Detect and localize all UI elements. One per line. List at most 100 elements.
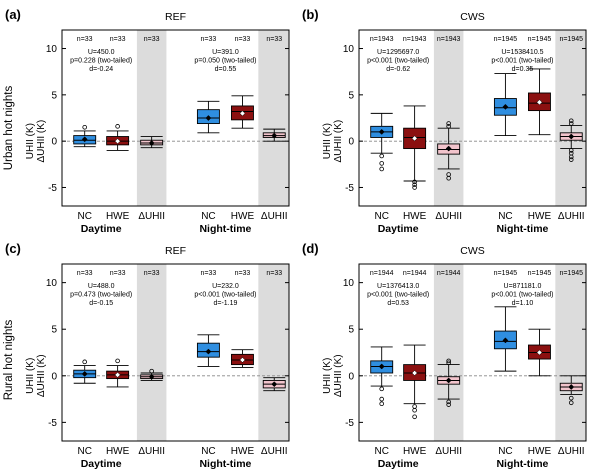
- y-axis-label-line: ΔUHII (K): [36, 354, 47, 397]
- outlier-point: [412, 179, 417, 185]
- mean-marker: [81, 370, 88, 377]
- category-label: HWE: [231, 211, 255, 222]
- box-4: [493, 306, 517, 372]
- y-axis-label-line: ΔUHII (K): [333, 354, 344, 397]
- axes-frame: [61, 263, 290, 442]
- panel-title: REF: [165, 11, 186, 23]
- box-1: [73, 124, 97, 148]
- outlier-point: [568, 121, 574, 126]
- panel-label: (b): [302, 7, 319, 22]
- y-tick-label: 10: [46, 278, 58, 289]
- category-label: NC: [77, 211, 91, 222]
- mean-marker: [239, 356, 246, 363]
- panel-label: (a): [5, 7, 21, 22]
- y-tick-label: 0: [51, 137, 57, 148]
- outlier-point: [82, 359, 87, 365]
- outlier-point: [568, 157, 574, 162]
- box-3: [437, 121, 461, 181]
- category-label: ΔUHII: [261, 446, 288, 457]
- n-label: n=33: [144, 36, 160, 43]
- row-label-urban: Urban hot nights: [3, 86, 15, 171]
- stat-text: U=1538410.5: [501, 49, 543, 56]
- y-axis-label-line: ΔUHII (K): [36, 120, 47, 163]
- stat-text: p<0.001 (two-tailed): [194, 292, 256, 299]
- y-tick-label: 10: [46, 44, 58, 55]
- outlier-point: [149, 368, 154, 374]
- box-1: [370, 346, 394, 407]
- mean-marker: [378, 128, 385, 135]
- mean-marker: [411, 135, 418, 142]
- row-label-urban-text: Urban hot nights: [3, 86, 15, 171]
- mean-marker: [114, 371, 121, 378]
- n-label: n=1943: [437, 36, 461, 43]
- n-label: n=33: [201, 270, 217, 277]
- n-label: n=1944: [370, 270, 394, 277]
- shade-column: [433, 264, 464, 441]
- shade-column: [136, 30, 167, 206]
- outlier-point: [568, 395, 574, 401]
- shade-column: [258, 264, 289, 441]
- outlier-point: [568, 118, 574, 124]
- axes-frame: [358, 263, 587, 442]
- shade-column: [555, 30, 586, 206]
- outlier-point: [115, 358, 120, 364]
- mean-marker: [536, 99, 543, 106]
- box-2: [106, 124, 130, 151]
- mean-marker: [568, 384, 575, 390]
- stat-text: U=450.0: [88, 49, 115, 56]
- category-label: NC: [498, 211, 512, 222]
- y-tick-label: 5: [348, 325, 354, 336]
- panel-title: CWS: [460, 11, 485, 23]
- outlier-point: [412, 407, 417, 413]
- outlier-point: [379, 396, 385, 402]
- mean-marker: [568, 133, 575, 140]
- category-label: ΔUHII: [558, 446, 585, 457]
- stat-text: U=391.0: [212, 49, 239, 56]
- outlier-point: [568, 154, 574, 160]
- panel-d: -5 0 5 10 UHII (K) ΔUHII (K) (d) CWS n=1944 n=194…: [302, 241, 587, 470]
- mean-marker: [502, 103, 509, 110]
- box-6: [559, 375, 583, 406]
- category-label: NC: [498, 446, 512, 457]
- category-label: NC: [201, 211, 215, 222]
- category-label: NC: [77, 446, 91, 457]
- n-label: n=33: [235, 36, 251, 43]
- box-6: [262, 377, 286, 392]
- category-label: HWE: [403, 446, 427, 457]
- axes-frame: [358, 29, 587, 207]
- y-tick-label: 0: [51, 371, 57, 382]
- row-label-rural: Rural hot nights: [3, 319, 15, 400]
- mean-marker: [239, 110, 246, 117]
- stat-text: p=0.228 (two-tailed): [70, 58, 132, 65]
- mean-marker: [205, 348, 212, 355]
- box-2: [403, 105, 427, 190]
- panel-b: -5 0 5 10 UHII (K) ΔUHII (K) (b) CWS n=1943 n=194…: [302, 7, 587, 235]
- stat-text: d=-0.24: [89, 66, 113, 73]
- outlier-point: [446, 175, 451, 181]
- category-label: HWE: [106, 211, 130, 222]
- box-1: [370, 112, 394, 172]
- group-label: Daytime: [81, 458, 122, 470]
- box-5: [528, 68, 551, 136]
- group-label: Night-time: [496, 223, 548, 235]
- y-axis-label-line: UHII (K): [322, 358, 333, 394]
- mean-marker: [205, 115, 212, 121]
- n-label: n=1945: [559, 270, 583, 277]
- panel-label: (d): [302, 241, 319, 256]
- category-label: HWE: [231, 446, 255, 457]
- n-label: n=33: [266, 36, 282, 43]
- box-1: [73, 359, 97, 384]
- stat-text: p<0.001 (two-tailed): [367, 58, 429, 65]
- y-tick-label: -5: [345, 183, 354, 194]
- category-label: ΔUHII: [138, 446, 165, 457]
- box-6: [559, 118, 583, 162]
- mean-marker: [271, 381, 278, 388]
- outlier-point: [412, 182, 417, 187]
- panel-label: (c): [5, 241, 21, 256]
- n-label: n=33: [144, 270, 160, 277]
- shade-column: [136, 264, 167, 441]
- category-label: HWE: [403, 211, 427, 222]
- y-tick-label: 10: [343, 44, 355, 55]
